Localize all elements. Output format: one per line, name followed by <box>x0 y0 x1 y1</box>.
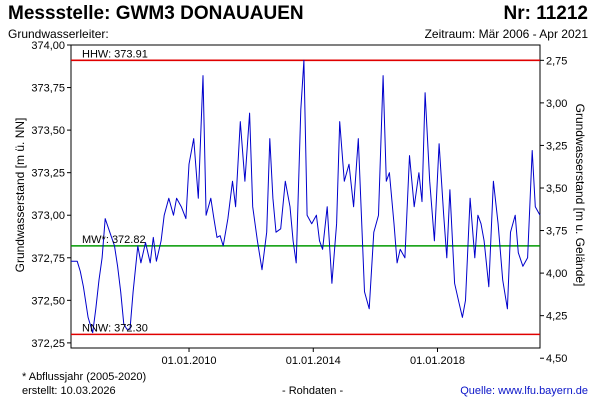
created-date: erstellt: 10.03.2026 <box>22 385 116 397</box>
y-right-tick-label: 3,00 <box>546 98 567 110</box>
y-right-tick-label: 3,75 <box>546 226 567 238</box>
y-left-tick-label: 373,50 <box>31 125 65 137</box>
y-left-tick-label: 374,00 <box>31 40 65 52</box>
station-number: Nr: 11212 <box>503 3 588 24</box>
y-left-tick-label: 372,25 <box>31 338 65 350</box>
station-title: Messstelle: GWM3 DONAUAUEN <box>8 3 304 24</box>
source-link[interactable]: Quelle: www.lfu.bayern.de <box>460 385 588 397</box>
plot-frame <box>70 44 541 349</box>
x-tick-label: 01.01.2014 <box>286 355 341 367</box>
y-right-tick-label: 4,50 <box>546 353 567 365</box>
x-tick-label: 01.01.2018 <box>410 355 465 367</box>
y-right-tick-label: 2,75 <box>546 55 567 67</box>
y-right-tick-label: 3,25 <box>546 140 567 152</box>
lowest-water-label: NNW: 372.30 <box>82 322 148 334</box>
y-right-tick-label: 4,25 <box>546 311 567 323</box>
y-left-tick-label: 373,75 <box>31 83 65 95</box>
footnote-hydrological-year: * Abflussjahr (2005-2020) <box>22 371 147 383</box>
mean-water-label: MW*: 372.82 <box>82 234 146 246</box>
raw-data-label: - Rohdaten - <box>282 385 344 397</box>
y-left-tick-label: 372,75 <box>31 253 65 265</box>
y-left-tick-label: 372,50 <box>31 295 65 307</box>
aquifer-label: Grundwasserleiter: <box>8 27 109 41</box>
y-right-tick-label: 4,00 <box>546 268 567 280</box>
x-tick-label: 01.01.2010 <box>161 355 216 367</box>
y-left-tick-label: 373,25 <box>31 168 65 180</box>
y-left-tick-label: 373,00 <box>31 210 65 222</box>
highest-water-label: HHW: 373.91 <box>82 48 148 60</box>
groundwater-level-series <box>71 59 541 334</box>
period-label: Zeitraum: Mär 2006 - Apr 2021 <box>424 27 588 41</box>
y-right-tick-label: 3,50 <box>546 183 567 195</box>
